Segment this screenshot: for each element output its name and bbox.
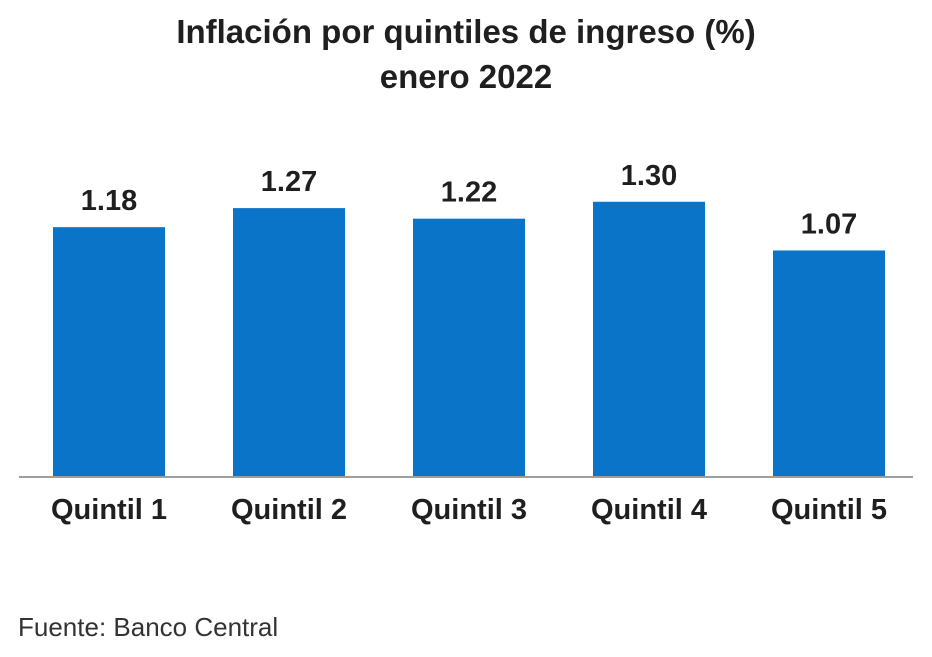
category-label-3: Quintil 3 [411, 494, 527, 526]
value-label-5: 1.07 [801, 208, 857, 240]
bar-2 [233, 208, 345, 477]
chart: Inflación por quintiles de ingreso (%) e… [19, 13, 913, 526]
bar-4 [593, 201, 705, 478]
value-label-1: 1.18 [81, 185, 137, 217]
category-label-5: Quintil 5 [771, 494, 887, 526]
chart-subtitle: enero 2022 [380, 58, 552, 95]
bars-group [53, 201, 885, 478]
value-labels-group: 1.18 1.27 1.22 1.30 1.07 [81, 160, 857, 241]
category-label-2: Quintil 2 [231, 494, 347, 526]
value-label-2: 1.27 [261, 166, 317, 198]
bar-1 [53, 227, 165, 477]
chart-title: Inflación por quintiles de ingreso (%) [176, 13, 755, 50]
bar-5 [773, 250, 885, 477]
category-label-1: Quintil 1 [51, 494, 167, 526]
bar-3 [413, 218, 525, 478]
value-label-4: 1.30 [621, 160, 677, 192]
source-note: Fuente: Banco Central [18, 612, 279, 642]
value-label-3: 1.22 [441, 177, 497, 209]
category-labels-group: Quintil 1 Quintil 2 Quintil 3 Quintil 4 Quin… [51, 494, 887, 526]
category-label-4: Quintil 4 [591, 494, 707, 526]
